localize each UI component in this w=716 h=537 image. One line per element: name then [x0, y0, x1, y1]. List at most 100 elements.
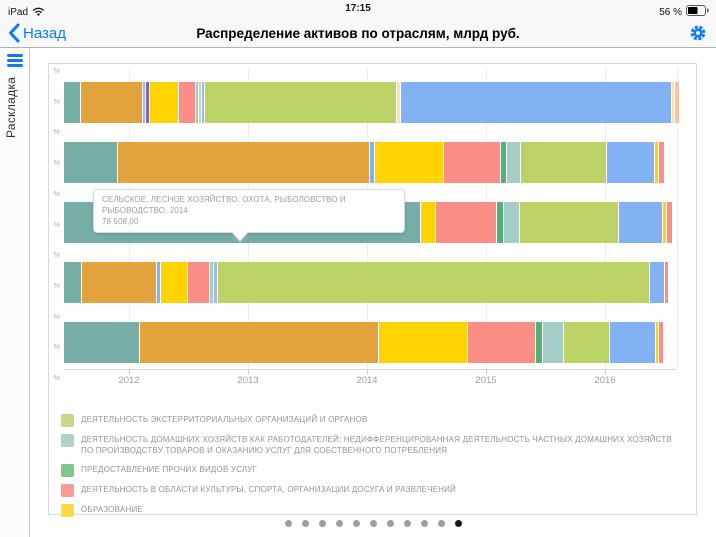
- menu-icon[interactable]: [7, 54, 23, 67]
- x-axis-label: 2016: [594, 375, 616, 386]
- bar-segment-teal[interactable]: [64, 322, 139, 363]
- bar-segment-blue[interactable]: [619, 202, 662, 243]
- page-dot-7[interactable]: [386, 520, 394, 527]
- bar-segment-pink[interactable]: [468, 322, 535, 363]
- bar-segment-pale_teal[interactable]: [210, 262, 213, 303]
- bar-segment-lime[interactable]: [564, 322, 609, 363]
- bar-segment-lime[interactable]: [520, 202, 618, 243]
- back-label: Назад: [23, 24, 66, 42]
- page-dot-3[interactable]: [318, 520, 326, 527]
- battery-icon: [686, 3, 709, 21]
- x-axis-line: [64, 369, 677, 370]
- bar-segment-periwinkle[interactable]: [143, 82, 145, 123]
- bar-segment-teal[interactable]: [64, 142, 117, 183]
- bar-segment-blue[interactable]: [157, 262, 160, 303]
- bar-segment-pale_yellow[interactable]: [397, 82, 400, 123]
- bar-segment-periwinkle[interactable]: [214, 262, 217, 303]
- legend-item[interactable]: ДЕЯТЕЛЬНОСТЬ В ОБЛАСТИ КУЛЬТУРЫ, СПОРТА,…: [61, 483, 686, 497]
- settings-button[interactable]: [689, 24, 707, 42]
- bar-segment-blue[interactable]: [370, 142, 374, 183]
- bar-segment-yellow[interactable]: [161, 262, 187, 303]
- bar-segment-orange[interactable]: [82, 262, 156, 303]
- x-axis-tick: [486, 369, 487, 374]
- bar-segment-pink[interactable]: [179, 82, 195, 123]
- bar-row-2016: [64, 322, 663, 363]
- bar-segment-green[interactable]: [501, 142, 506, 183]
- legend-label: ПРЕДОСТАВЛЕНИЕ ПРОЧИХ ВИДОВ УСЛУГ: [81, 464, 258, 474]
- bar-segment-lime[interactable]: [205, 82, 396, 123]
- bar-segment-teal[interactable]: [64, 82, 80, 123]
- bar-segment-pale_green[interactable]: [199, 82, 201, 123]
- x-axis-label: 2013: [237, 375, 259, 386]
- bar-segment-yellow[interactable]: [655, 142, 658, 183]
- bar-segment-blue[interactable]: [607, 142, 654, 183]
- bar-segment-pale_teal[interactable]: [196, 82, 198, 123]
- bar-segment-teal[interactable]: [64, 262, 81, 303]
- bar-segment-pink[interactable]: [659, 142, 664, 183]
- bar-segment-pink[interactable]: [188, 262, 209, 303]
- y-axis-tick-label: %: [53, 158, 60, 168]
- page-dot-10[interactable]: [437, 520, 445, 527]
- page-dot-5[interactable]: [352, 520, 360, 527]
- bar-segment-pale_teal[interactable]: [507, 142, 520, 183]
- clock: 17:15: [345, 3, 371, 14]
- x-axis-label: 2014: [356, 375, 378, 386]
- y-axis-tick-label: %: [53, 342, 60, 352]
- sidebar: Раскладка: [0, 49, 30, 537]
- bar-segment-blue[interactable]: [610, 322, 655, 363]
- legend-item[interactable]: ОБРАЗОВАНИЕ: [61, 503, 686, 517]
- device-label: iPad: [8, 6, 29, 18]
- bar-segment-green[interactable]: [536, 322, 542, 363]
- gear-icon: [689, 24, 707, 42]
- legend-swatch-icon: [61, 463, 74, 477]
- legend-item[interactable]: ДЕЯТЕЛЬНОСТЬ ЭКСТЕРРИТОРИАЛЬНЫХ ОРГАНИЗА…: [61, 414, 686, 427]
- bar-segment-orange[interactable]: [140, 322, 378, 363]
- bar-segment-purple[interactable]: [146, 82, 149, 123]
- legend-label: ОБРАЗОВАНИЕ: [81, 504, 143, 514]
- tooltip-series-label: СЕЛЬСКОЕ, ЛЕСНОЕ ХОЗЯЙСТВО, ОХОТА, РЫБОЛ…: [102, 195, 346, 216]
- bar-segment-yellow[interactable]: [663, 202, 666, 243]
- bar-segment-periwinkle[interactable]: [202, 82, 204, 123]
- sidebar-tab-layout[interactable]: Раскладка: [4, 76, 18, 138]
- page-dot-6[interactable]: [369, 520, 377, 527]
- x-axis-label: 2015: [475, 375, 497, 386]
- bar-segment-peach[interactable]: [675, 82, 679, 123]
- bar-segment-pink[interactable]: [444, 142, 500, 183]
- bar-segment-yellow[interactable]: [656, 322, 658, 363]
- back-button[interactable]: Назад: [8, 23, 66, 43]
- y-axis-tick-label: %: [53, 280, 60, 290]
- bar-segment-yellow[interactable]: [421, 202, 435, 243]
- bar-segment-lime[interactable]: [521, 142, 606, 183]
- page-dot-4[interactable]: [335, 520, 343, 527]
- bar-segment-pale_teal[interactable]: [543, 322, 563, 363]
- y-axis-tick-label: %: [53, 373, 60, 382]
- legend-item[interactable]: ДЕЯТЕЛЬНОСТЬ ДОМАШНИХ ХОЗЯЙСТВ КАК РАБОТ…: [61, 434, 686, 457]
- page-dot-8[interactable]: [403, 520, 411, 527]
- y-axis-tick-label: %: [53, 96, 60, 106]
- x-axis-label: 2012: [118, 375, 140, 386]
- bar-segment-lime[interactable]: [218, 262, 649, 303]
- legend-item[interactable]: ПРЕДОСТАВЛЕНИЕ ПРОЧИХ ВИДОВ УСЛУГ: [61, 463, 686, 477]
- bar-segment-pale_teal[interactable]: [504, 202, 519, 243]
- bar-segment-pink[interactable]: [436, 202, 496, 243]
- page-dot-11[interactable]: [454, 520, 462, 527]
- page-dot-2[interactable]: [301, 520, 309, 527]
- bar-segment-blue[interactable]: [650, 262, 664, 303]
- y-axis-tick-label: %: [53, 250, 60, 260]
- bar-segment-yellow[interactable]: [150, 82, 178, 123]
- chart-tooltip: СЕЛЬСКОЕ, ЛЕСНОЕ ХОЗЯЙСТВО, ОХОТА, РЫБОЛ…: [93, 189, 405, 242]
- bar-segment-blue[interactable]: [401, 82, 671, 123]
- bar-segment-yellow[interactable]: [375, 142, 443, 183]
- bar-segment-pink[interactable]: [667, 202, 672, 243]
- bar-segment-pale_yellow[interactable]: [672, 82, 674, 123]
- page-dot-1[interactable]: [284, 520, 292, 527]
- bar-segment-pink[interactable]: [665, 262, 668, 303]
- bar-segment-green[interactable]: [497, 202, 503, 243]
- legend-swatch-icon: [61, 414, 74, 427]
- page-dot-9[interactable]: [420, 520, 428, 527]
- bar-segment-pink[interactable]: [659, 322, 663, 363]
- bar-segment-orange[interactable]: [118, 142, 369, 183]
- legend-label: ДЕЯТЕЛЬНОСТЬ В ОБЛАСТИ КУЛЬТУРЫ, СПОРТА,…: [81, 484, 457, 494]
- bar-segment-orange[interactable]: [81, 82, 142, 123]
- bar-segment-yellow[interactable]: [379, 322, 467, 363]
